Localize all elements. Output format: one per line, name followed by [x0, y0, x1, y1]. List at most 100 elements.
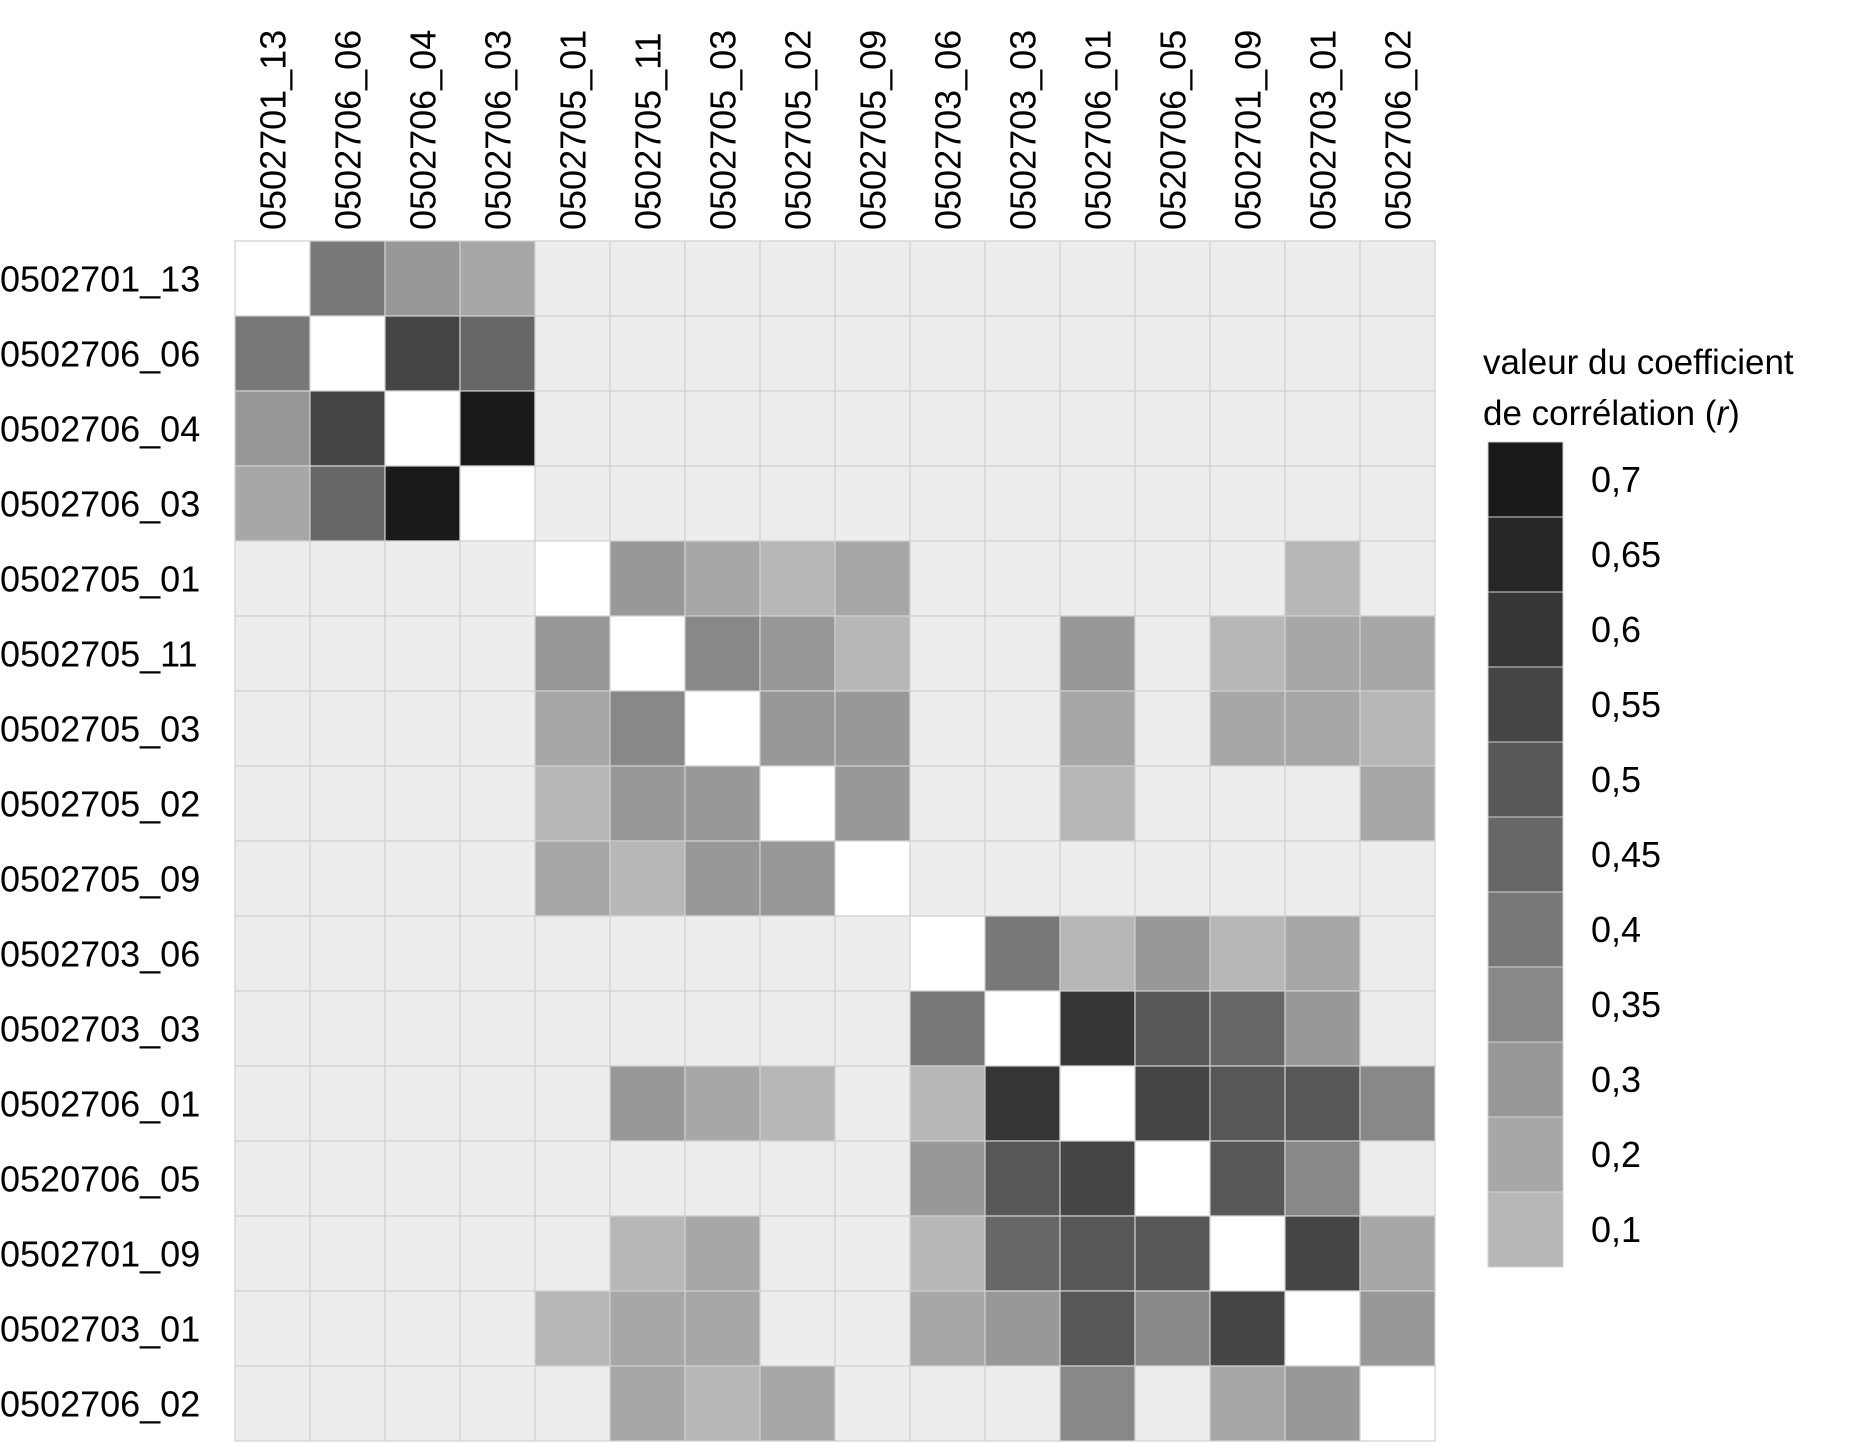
- legend-label: 0,55: [1591, 684, 1661, 725]
- legend-keys: 0,7 0,65 0,6 0,55 0,5 0,45 0,4 0,35 0,3 0,2 0,1: [1487, 441, 1661, 1268]
- heatmap-cell: [534, 990, 611, 1067]
- heatmap-cell: [759, 615, 836, 692]
- heatmap-cell: [834, 540, 911, 617]
- column-label: 0502705_02: [778, 30, 819, 230]
- heatmap-cell: [1209, 915, 1286, 992]
- heatmap-cell: [1134, 1290, 1211, 1367]
- heatmap-cell: [1284, 690, 1361, 767]
- heatmap-cell: [384, 915, 461, 992]
- heatmap-cell: [834, 315, 911, 392]
- heatmap-cell: [759, 1140, 836, 1217]
- heatmap-cell: [609, 390, 686, 467]
- legend-label: 0,65: [1591, 534, 1661, 575]
- heatmap-cell-diagonal: [834, 840, 911, 917]
- heatmap-cell: [984, 540, 1061, 617]
- heatmap-cell: [1059, 690, 1136, 767]
- heatmap-cell: [309, 240, 386, 317]
- heatmap-cell-diagonal: [309, 315, 386, 392]
- heatmap-cell: [1209, 240, 1286, 317]
- heatmap-cell: [1284, 390, 1361, 467]
- row-label: 0520706_05: [0, 1159, 200, 1200]
- heatmap-cell: [1284, 1065, 1361, 1142]
- heatmap-cell: [534, 1215, 611, 1292]
- heatmap-cell: [834, 1290, 911, 1367]
- legend: valeur du coefficient de corrélation (r)…: [1483, 343, 1794, 1268]
- heatmap-cell: [384, 465, 461, 542]
- heatmap-cell: [609, 690, 686, 767]
- heatmap-cell: [1059, 915, 1136, 992]
- heatmap-cell: [1284, 540, 1361, 617]
- heatmap-cell: [1209, 840, 1286, 917]
- heatmap-cell: [1059, 390, 1136, 467]
- heatmap-cell: [1059, 1215, 1136, 1292]
- heatmap-cell: [834, 240, 911, 317]
- heatmap-cell: [1134, 1215, 1211, 1292]
- heatmap-cell: [1134, 990, 1211, 1067]
- legend-label: 0,1: [1591, 1209, 1641, 1250]
- heatmap-cell: [234, 615, 311, 692]
- heatmap-cell: [309, 990, 386, 1067]
- heatmap-cell: [1134, 765, 1211, 842]
- heatmap-cell: [1059, 1140, 1136, 1217]
- heatmap-cell: [1359, 1140, 1436, 1217]
- heatmap-cell: [909, 390, 986, 467]
- heatmap-cell: [909, 765, 986, 842]
- heatmap-cell: [1134, 1365, 1211, 1442]
- heatmap-cell: [309, 765, 386, 842]
- legend-label: 0,5: [1591, 759, 1641, 800]
- heatmap-cell: [759, 465, 836, 542]
- heatmap-cell: [1059, 315, 1136, 392]
- heatmap-cell: [609, 1065, 686, 1142]
- heatmap-cell: [1209, 990, 1286, 1067]
- heatmap-cell: [384, 240, 461, 317]
- heatmap-cell: [309, 540, 386, 617]
- legend-swatch: [1487, 666, 1564, 743]
- heatmap-cell: [534, 1065, 611, 1142]
- legend-swatch: [1487, 441, 1564, 518]
- heatmap-cell: [1209, 1140, 1286, 1217]
- column-labels: 0502701_13 0502706_06 0502706_04 0502706_03…: [253, 30, 1419, 230]
- heatmap-cell: [984, 1140, 1061, 1217]
- heatmap-cell: [309, 915, 386, 992]
- heatmap-cell: [1359, 840, 1436, 917]
- heatmap-cell: [309, 615, 386, 692]
- heatmap-cell: [1209, 390, 1286, 467]
- legend-swatch: [1487, 891, 1564, 968]
- legend-swatch: [1487, 816, 1564, 893]
- heatmap-cell: [759, 315, 836, 392]
- heatmap-cell: [1059, 240, 1136, 317]
- column-label: 0502706_04: [403, 30, 444, 230]
- heatmap-cell: [459, 690, 536, 767]
- legend-title-line2: de corrélation (r): [1483, 394, 1740, 433]
- column-label: 0502705_03: [703, 30, 744, 230]
- heatmap-cell: [1209, 1365, 1286, 1442]
- heatmap-cell: [909, 240, 986, 317]
- row-labels: 0502701_13 0502706_06 0502706_04 0502706_03…: [0, 259, 200, 1425]
- heatmap-cell-diagonal: [909, 915, 986, 992]
- heatmap-cell: [234, 315, 311, 392]
- heatmap-cell: [984, 240, 1061, 317]
- heatmap-cell: [759, 1215, 836, 1292]
- heatmap-cell: [1134, 465, 1211, 542]
- heatmap-cell: [309, 390, 386, 467]
- heatmap-cell: [309, 1215, 386, 1292]
- heatmap-cell: [684, 465, 761, 542]
- legend-swatch: [1487, 966, 1564, 1043]
- heatmap-cell: [1134, 840, 1211, 917]
- heatmap-cell: [984, 315, 1061, 392]
- heatmap-cell: [909, 1290, 986, 1367]
- heatmap-cell: [534, 315, 611, 392]
- heatmap-cell: [534, 915, 611, 992]
- heatmap-cell: [834, 1215, 911, 1292]
- heatmap-cell: [234, 840, 311, 917]
- heatmap-cell: [984, 390, 1061, 467]
- heatmap-cell: [534, 390, 611, 467]
- row-label: 0502701_09: [0, 1234, 200, 1275]
- heatmap-cell: [609, 840, 686, 917]
- heatmap-cell: [609, 1140, 686, 1217]
- row-label: 0502701_13: [0, 259, 200, 300]
- heatmap-cell: [1359, 1215, 1436, 1292]
- heatmap-cell: [1209, 540, 1286, 617]
- heatmap-cell: [234, 990, 311, 1067]
- heatmap-cell: [384, 540, 461, 617]
